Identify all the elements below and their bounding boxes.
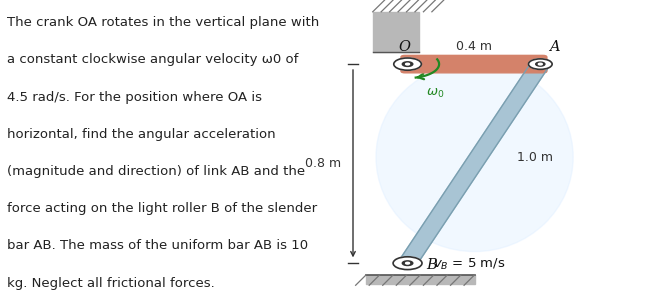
Text: B: B (426, 258, 437, 272)
Circle shape (406, 262, 409, 264)
Text: 4.5 rad/s. For the position where OA is: 4.5 rad/s. For the position where OA is (7, 91, 261, 103)
FancyBboxPatch shape (401, 55, 547, 73)
Text: bar AB. The mass of the uniform bar AB is 10: bar AB. The mass of the uniform bar AB i… (7, 239, 308, 252)
Circle shape (406, 63, 409, 65)
Text: The crank OA rotates in the vertical plane with: The crank OA rotates in the vertical pla… (7, 16, 319, 29)
Text: A: A (550, 40, 560, 54)
Circle shape (393, 257, 422, 270)
Circle shape (403, 261, 412, 266)
Circle shape (529, 59, 552, 69)
Text: kg. Neglect all frictional forces.: kg. Neglect all frictional forces. (7, 277, 214, 290)
Text: 0.4 m: 0.4 m (456, 40, 492, 53)
Text: (magnitude and direction) of link AB and the: (magnitude and direction) of link AB and… (7, 165, 305, 178)
Bar (366, 275, 475, 284)
Text: 0.8 m: 0.8 m (305, 157, 341, 170)
Text: horizontal, find the angular acceleration: horizontal, find the angular acceleratio… (7, 128, 275, 141)
Polygon shape (398, 63, 550, 264)
Circle shape (539, 63, 543, 65)
Text: force acting on the light roller B of the slender: force acting on the light roller B of th… (7, 202, 317, 215)
Text: $v_B$ = 5 m/s: $v_B$ = 5 m/s (432, 257, 505, 272)
Text: a constant clockwise angular velocity ω0 of: a constant clockwise angular velocity ω0… (7, 53, 298, 66)
Bar (373, 12, 418, 52)
Ellipse shape (376, 63, 573, 252)
Circle shape (394, 58, 421, 70)
Text: 1.0 m: 1.0 m (517, 151, 552, 164)
Circle shape (403, 62, 412, 66)
Text: $\omega_0$: $\omega_0$ (426, 87, 444, 100)
Text: O: O (398, 40, 411, 54)
Circle shape (536, 62, 545, 66)
